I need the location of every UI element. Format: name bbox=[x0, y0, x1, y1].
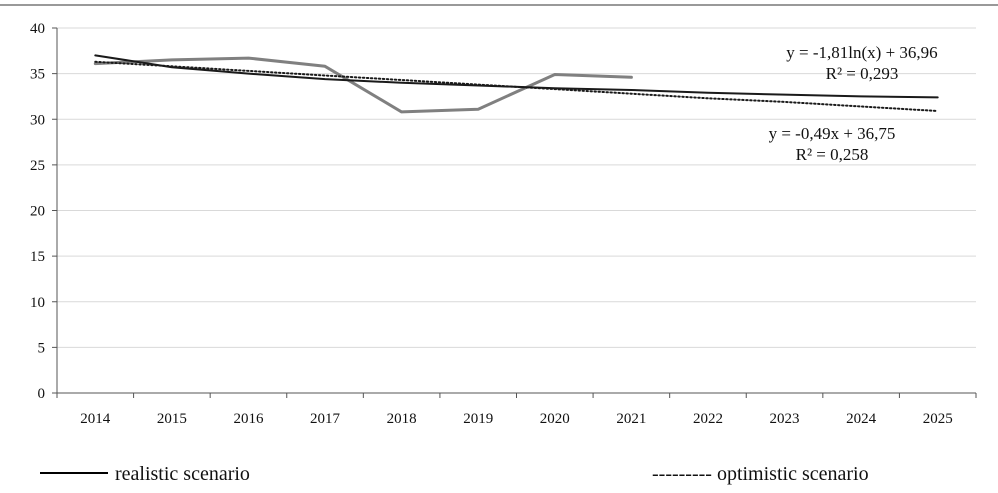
x-tick-label: 2018 bbox=[387, 411, 417, 427]
x-tick-label: 2024 bbox=[846, 411, 877, 427]
y-tick-label: 35 bbox=[30, 67, 45, 83]
series bbox=[93, 54, 939, 114]
x-tick-label: 2017 bbox=[310, 411, 341, 427]
y-tick-label: 20 bbox=[30, 204, 45, 220]
annotation-linear-trend: y = -0,49x + 36,75 R² = 0,258 bbox=[769, 124, 896, 164]
y-tick-label: 25 bbox=[30, 158, 45, 174]
annotation-log-trend: y = -1,81ln(x) + 36,96 R² = 0,293 bbox=[786, 43, 937, 83]
x-tick-label: 2021 bbox=[616, 411, 646, 427]
x-tick-label: 2025 bbox=[923, 411, 953, 427]
y-tick-label: 5 bbox=[38, 340, 46, 356]
x-tick-label: 2023 bbox=[770, 411, 800, 427]
y-tick-label: 40 bbox=[30, 21, 45, 37]
y-tick-label: 30 bbox=[30, 112, 45, 128]
x-tick-label: 2020 bbox=[540, 411, 570, 427]
series-line-observed bbox=[93, 56, 633, 114]
linear-trend-equation: y = -0,49x + 36,75 bbox=[769, 124, 896, 143]
gridlines bbox=[57, 27, 976, 348]
y-tick-label: 0 bbox=[38, 386, 46, 402]
x-tick-label: 2016 bbox=[233, 411, 264, 427]
legend: realistic scenario --------- optimistic … bbox=[40, 463, 869, 485]
y-tick-label: 15 bbox=[30, 249, 45, 265]
x-tick-label: 2022 bbox=[693, 411, 723, 427]
legend-label-optimistic: --------- optimistic scenario bbox=[652, 463, 869, 485]
x-tick-label: 2014 bbox=[80, 411, 111, 427]
log-trend-r2: R² = 0,293 bbox=[826, 64, 899, 83]
legend-label-realistic: realistic scenario bbox=[115, 463, 250, 485]
log-trend-equation: y = -1,81ln(x) + 36,96 bbox=[786, 43, 937, 62]
series-line-optimistic-scenario bbox=[94, 60, 939, 112]
axes bbox=[52, 27, 977, 398]
linear-trend-r2: R² = 0,258 bbox=[796, 145, 869, 164]
x-tick-label: 2015 bbox=[157, 411, 187, 427]
y-tick-label: 10 bbox=[30, 295, 45, 311]
x-tick-label: 2019 bbox=[463, 411, 493, 427]
